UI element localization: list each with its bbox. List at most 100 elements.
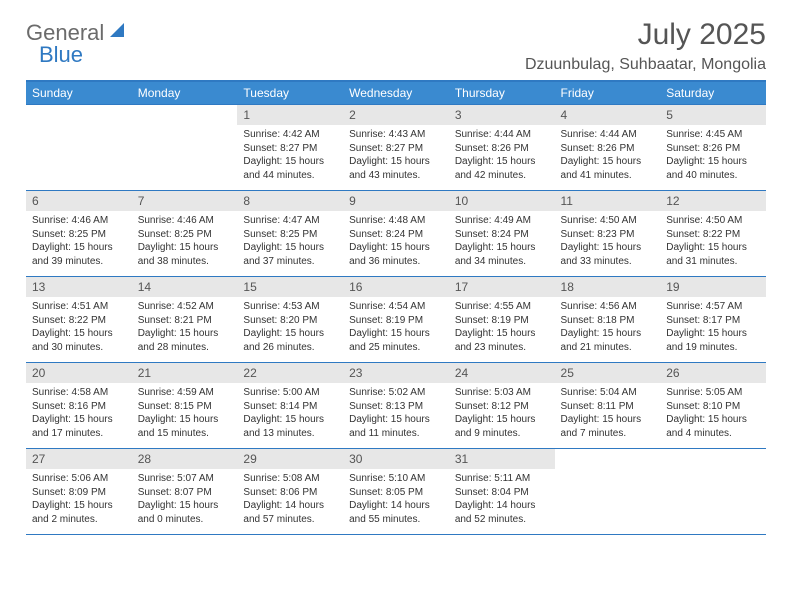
day-details: Sunrise: 4:53 AMSunset: 8:20 PMDaylight:… — [237, 297, 343, 358]
daylight-line: Daylight: 15 hours and 23 minutes. — [455, 327, 549, 354]
daylight-line: Daylight: 15 hours and 17 minutes. — [32, 413, 126, 440]
sunset-line: Sunset: 8:07 PM — [138, 486, 232, 500]
sunset-line: Sunset: 8:27 PM — [243, 142, 337, 156]
logo-text-blue: Blue — [39, 42, 83, 67]
daylight-line: Daylight: 14 hours and 57 minutes. — [243, 499, 337, 526]
day-details: Sunrise: 5:04 AMSunset: 8:11 PMDaylight:… — [555, 383, 661, 444]
day-details: Sunrise: 5:07 AMSunset: 8:07 PMDaylight:… — [132, 469, 238, 530]
sunset-line: Sunset: 8:26 PM — [455, 142, 549, 156]
logo-triangle-icon — [110, 23, 124, 37]
sunrise-line: Sunrise: 4:44 AM — [561, 128, 655, 142]
sunrise-line: Sunrise: 4:55 AM — [455, 300, 549, 314]
calendar-cell: 28Sunrise: 5:07 AMSunset: 8:07 PMDayligh… — [132, 449, 238, 535]
calendar-cell: 1Sunrise: 4:42 AMSunset: 8:27 PMDaylight… — [237, 105, 343, 191]
daylight-line: Daylight: 15 hours and 11 minutes. — [349, 413, 443, 440]
day-number: 20 — [26, 363, 132, 383]
calendar-cell: 23Sunrise: 5:02 AMSunset: 8:13 PMDayligh… — [343, 363, 449, 449]
calendar-cell: 8Sunrise: 4:47 AMSunset: 8:25 PMDaylight… — [237, 191, 343, 277]
day-number: 16 — [343, 277, 449, 297]
day-number: 14 — [132, 277, 238, 297]
sunrise-line: Sunrise: 4:48 AM — [349, 214, 443, 228]
day-details: Sunrise: 4:56 AMSunset: 8:18 PMDaylight:… — [555, 297, 661, 358]
day-number: 22 — [237, 363, 343, 383]
day-header: Wednesday — [343, 81, 449, 105]
calendar-cell: 19Sunrise: 4:57 AMSunset: 8:17 PMDayligh… — [660, 277, 766, 363]
sunset-line: Sunset: 8:13 PM — [349, 400, 443, 414]
sunrise-line: Sunrise: 5:00 AM — [243, 386, 337, 400]
day-number: 27 — [26, 449, 132, 469]
sunset-line: Sunset: 8:25 PM — [32, 228, 126, 242]
day-number: 1 — [237, 105, 343, 125]
day-number: 11 — [555, 191, 661, 211]
daylight-line: Daylight: 15 hours and 31 minutes. — [666, 241, 760, 268]
day-details: Sunrise: 4:47 AMSunset: 8:25 PMDaylight:… — [237, 211, 343, 272]
daylight-line: Daylight: 15 hours and 7 minutes. — [561, 413, 655, 440]
daylight-line: Daylight: 15 hours and 0 minutes. — [138, 499, 232, 526]
day-details: Sunrise: 5:06 AMSunset: 8:09 PMDaylight:… — [26, 469, 132, 530]
day-number: 18 — [555, 277, 661, 297]
sunrise-line: Sunrise: 4:58 AM — [32, 386, 126, 400]
day-number: 15 — [237, 277, 343, 297]
sunset-line: Sunset: 8:04 PM — [455, 486, 549, 500]
day-number: 13 — [26, 277, 132, 297]
sunrise-line: Sunrise: 5:11 AM — [455, 472, 549, 486]
daylight-line: Daylight: 15 hours and 21 minutes. — [561, 327, 655, 354]
sunrise-line: Sunrise: 5:02 AM — [349, 386, 443, 400]
sunset-line: Sunset: 8:23 PM — [561, 228, 655, 242]
calendar-cell: 4Sunrise: 4:44 AMSunset: 8:26 PMDaylight… — [555, 105, 661, 191]
calendar-cell: 6Sunrise: 4:46 AMSunset: 8:25 PMDaylight… — [26, 191, 132, 277]
daylight-line: Daylight: 15 hours and 36 minutes. — [349, 241, 443, 268]
location-subtitle: Dzuunbulag, Suhbaatar, Mongolia — [26, 56, 766, 74]
sunrise-line: Sunrise: 5:08 AM — [243, 472, 337, 486]
sunrise-line: Sunrise: 4:53 AM — [243, 300, 337, 314]
day-details: Sunrise: 4:52 AMSunset: 8:21 PMDaylight:… — [132, 297, 238, 358]
calendar-cell: 7Sunrise: 4:46 AMSunset: 8:25 PMDaylight… — [132, 191, 238, 277]
day-details: Sunrise: 5:02 AMSunset: 8:13 PMDaylight:… — [343, 383, 449, 444]
calendar-cell: 26Sunrise: 5:05 AMSunset: 8:10 PMDayligh… — [660, 363, 766, 449]
day-number: 10 — [449, 191, 555, 211]
sunset-line: Sunset: 8:22 PM — [32, 314, 126, 328]
sunset-line: Sunset: 8:22 PM — [666, 228, 760, 242]
sunrise-line: Sunrise: 4:43 AM — [349, 128, 443, 142]
sunrise-line: Sunrise: 4:45 AM — [666, 128, 760, 142]
daylight-line: Daylight: 15 hours and 26 minutes. — [243, 327, 337, 354]
day-header: Saturday — [660, 81, 766, 105]
day-details: Sunrise: 5:03 AMSunset: 8:12 PMDaylight:… — [449, 383, 555, 444]
calendar-cell: 14Sunrise: 4:52 AMSunset: 8:21 PMDayligh… — [132, 277, 238, 363]
sunset-line: Sunset: 8:25 PM — [243, 228, 337, 242]
calendar-header-row: SundayMondayTuesdayWednesdayThursdayFrid… — [26, 81, 766, 105]
daylight-line: Daylight: 15 hours and 19 minutes. — [666, 327, 760, 354]
calendar-cell: 29Sunrise: 5:08 AMSunset: 8:06 PMDayligh… — [237, 449, 343, 535]
day-details: Sunrise: 4:43 AMSunset: 8:27 PMDaylight:… — [343, 125, 449, 186]
sunrise-line: Sunrise: 4:44 AM — [455, 128, 549, 142]
day-details: Sunrise: 4:46 AMSunset: 8:25 PMDaylight:… — [26, 211, 132, 272]
calendar-cell: 3Sunrise: 4:44 AMSunset: 8:26 PMDaylight… — [449, 105, 555, 191]
day-details: Sunrise: 4:59 AMSunset: 8:15 PMDaylight:… — [132, 383, 238, 444]
sunset-line: Sunset: 8:24 PM — [349, 228, 443, 242]
day-number: 7 — [132, 191, 238, 211]
calendar-cell: 15Sunrise: 4:53 AMSunset: 8:20 PMDayligh… — [237, 277, 343, 363]
day-number: 21 — [132, 363, 238, 383]
sunrise-line: Sunrise: 5:07 AM — [138, 472, 232, 486]
calendar-cell: 30Sunrise: 5:10 AMSunset: 8:05 PMDayligh… — [343, 449, 449, 535]
sunset-line: Sunset: 8:26 PM — [561, 142, 655, 156]
sunrise-line: Sunrise: 5:05 AM — [666, 386, 760, 400]
sunrise-line: Sunrise: 4:46 AM — [32, 214, 126, 228]
daylight-line: Daylight: 15 hours and 42 minutes. — [455, 155, 549, 182]
day-number: 23 — [343, 363, 449, 383]
calendar-cell — [26, 105, 132, 191]
calendar-table: SundayMondayTuesdayWednesdayThursdayFrid… — [26, 80, 766, 535]
calendar-cell — [132, 105, 238, 191]
sunset-line: Sunset: 8:24 PM — [455, 228, 549, 242]
day-number: 28 — [132, 449, 238, 469]
day-details: Sunrise: 5:08 AMSunset: 8:06 PMDaylight:… — [237, 469, 343, 530]
sunset-line: Sunset: 8:10 PM — [666, 400, 760, 414]
calendar-cell — [555, 449, 661, 535]
day-details: Sunrise: 4:44 AMSunset: 8:26 PMDaylight:… — [555, 125, 661, 186]
daylight-line: Daylight: 14 hours and 55 minutes. — [349, 499, 443, 526]
sunset-line: Sunset: 8:27 PM — [349, 142, 443, 156]
day-number: 24 — [449, 363, 555, 383]
day-header: Friday — [555, 81, 661, 105]
sunrise-line: Sunrise: 4:57 AM — [666, 300, 760, 314]
day-details: Sunrise: 4:42 AMSunset: 8:27 PMDaylight:… — [237, 125, 343, 186]
